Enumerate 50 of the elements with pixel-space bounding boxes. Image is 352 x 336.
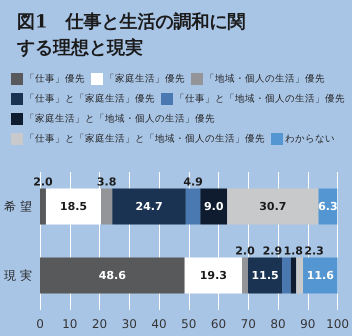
legend-label: 「仕事」優先 [25, 72, 85, 84]
x-tick-label: 60 [210, 317, 226, 331]
data-label: 2.0 [235, 244, 256, 258]
bar [290, 258, 296, 294]
x-tick-label: 70 [240, 317, 256, 331]
bar [186, 188, 200, 224]
chart-title: 図1 仕事と生活の調和に関する理想と現実 [16, 12, 246, 58]
data-label: 9.0 [204, 200, 224, 213]
data-label: 3.8 [96, 176, 116, 188]
bar [40, 258, 185, 294]
legend-label: 「仕事」と「地域・個人の生活」優先 [175, 92, 345, 104]
data-label: 1.8 [283, 244, 303, 258]
legend-label: 「仕事」と「家庭生活」と「地域・個人の生活」優先 [25, 132, 265, 144]
x-tick-label: 40 [151, 317, 167, 331]
x-tick-label: 30 [122, 317, 137, 331]
x-tick-label: 90 [300, 317, 316, 331]
x-tick-label: 100 [326, 317, 349, 331]
data-label: 19.3 [200, 269, 227, 282]
y-tick-label: 現 実 [4, 268, 32, 282]
data-label: 4.9 [183, 176, 203, 188]
legend-label: 「家庭生活」と「地域・個人の生活」優先 [25, 112, 215, 124]
bar [227, 188, 319, 224]
legend-label: 「仕事」と「家庭生活」優先 [25, 92, 155, 104]
y-tick-label: 希 望 [4, 200, 32, 214]
bar [296, 258, 304, 294]
bar [112, 188, 186, 224]
data-label: 6.3 [318, 200, 338, 213]
x-tick-label: 10 [62, 317, 78, 331]
data-label: 11.6 [306, 269, 334, 282]
data-label: 2.0 [33, 176, 54, 188]
bar [242, 258, 248, 294]
bar [248, 258, 282, 294]
bar [282, 258, 291, 294]
x-tick-label: 20 [92, 317, 108, 331]
data-label: 2.9 [262, 244, 282, 258]
data-label: 18.5 [60, 200, 88, 213]
data-label: 24.7 [135, 200, 163, 213]
data-label: 48.6 [98, 269, 126, 282]
x-tick-label: 50 [181, 317, 196, 331]
legend-label: わからない [285, 134, 335, 144]
x-tick-label: 80 [270, 317, 286, 331]
data-label: 30.7 [259, 200, 286, 213]
bar [100, 188, 112, 224]
legend-label: 「地域・個人の生活」優先 [205, 72, 325, 84]
x-tick-label: 0 [36, 317, 44, 331]
data-label: 2.3 [304, 244, 324, 258]
data-label: 11.5 [252, 269, 279, 282]
bar [303, 258, 338, 294]
legend-label: 「家庭生活」優先 [105, 72, 185, 84]
bar [40, 188, 46, 224]
